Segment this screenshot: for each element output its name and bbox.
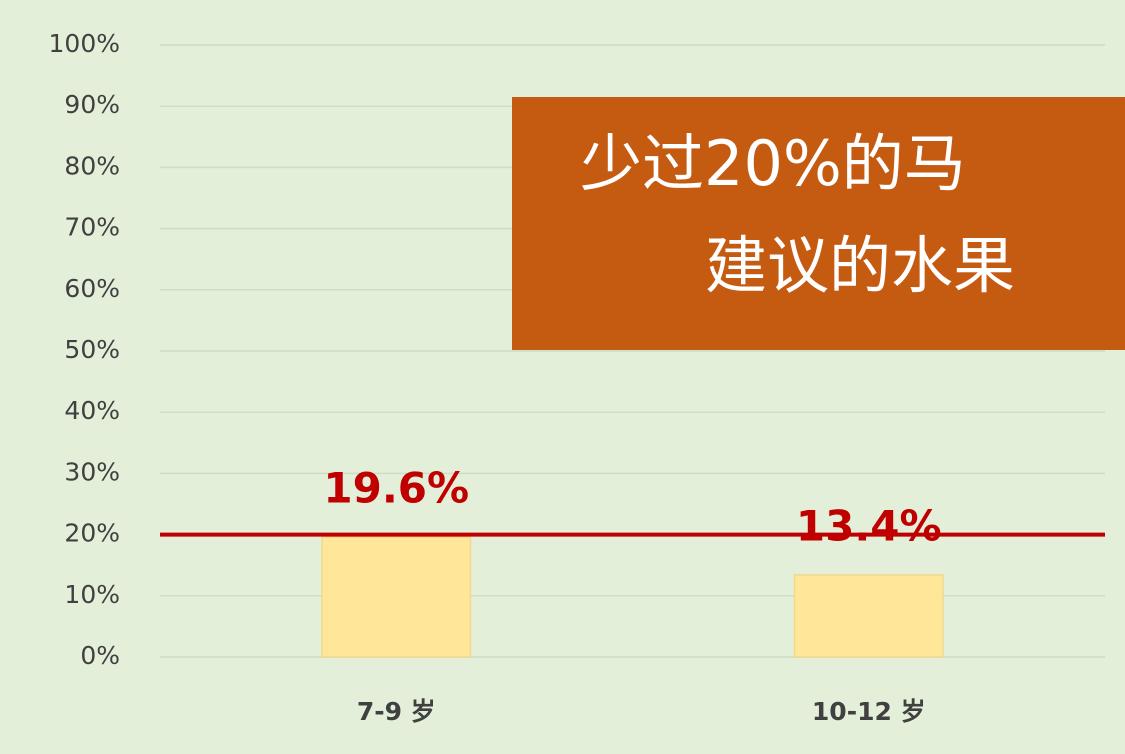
annotation-text: 少过20%的马 (580, 127, 966, 200)
value-label: 13.4% (796, 501, 942, 550)
x-tick-label: 7-9 岁 (357, 697, 436, 726)
bar (321, 536, 472, 658)
y-tick-label: 50% (64, 335, 120, 364)
bar (793, 574, 944, 658)
y-tick-label: 80% (64, 151, 120, 180)
y-tick-label: 100% (49, 29, 120, 58)
y-tick-label: 10% (64, 580, 120, 609)
annotation-text: 建议的水果 (705, 229, 1015, 302)
y-tick-label: 30% (64, 457, 120, 486)
y-tick-label: 40% (64, 396, 120, 425)
y-tick-label: 20% (64, 519, 120, 548)
y-tick-label: 0% (80, 641, 120, 670)
x-tick-label: 10-12 岁 (812, 697, 926, 726)
y-tick-label: 90% (64, 90, 120, 119)
y-tick-label: 60% (64, 274, 120, 303)
annotation-box (512, 97, 1125, 350)
y-tick-label: 70% (64, 213, 120, 242)
value-label: 19.6% (323, 464, 469, 513)
